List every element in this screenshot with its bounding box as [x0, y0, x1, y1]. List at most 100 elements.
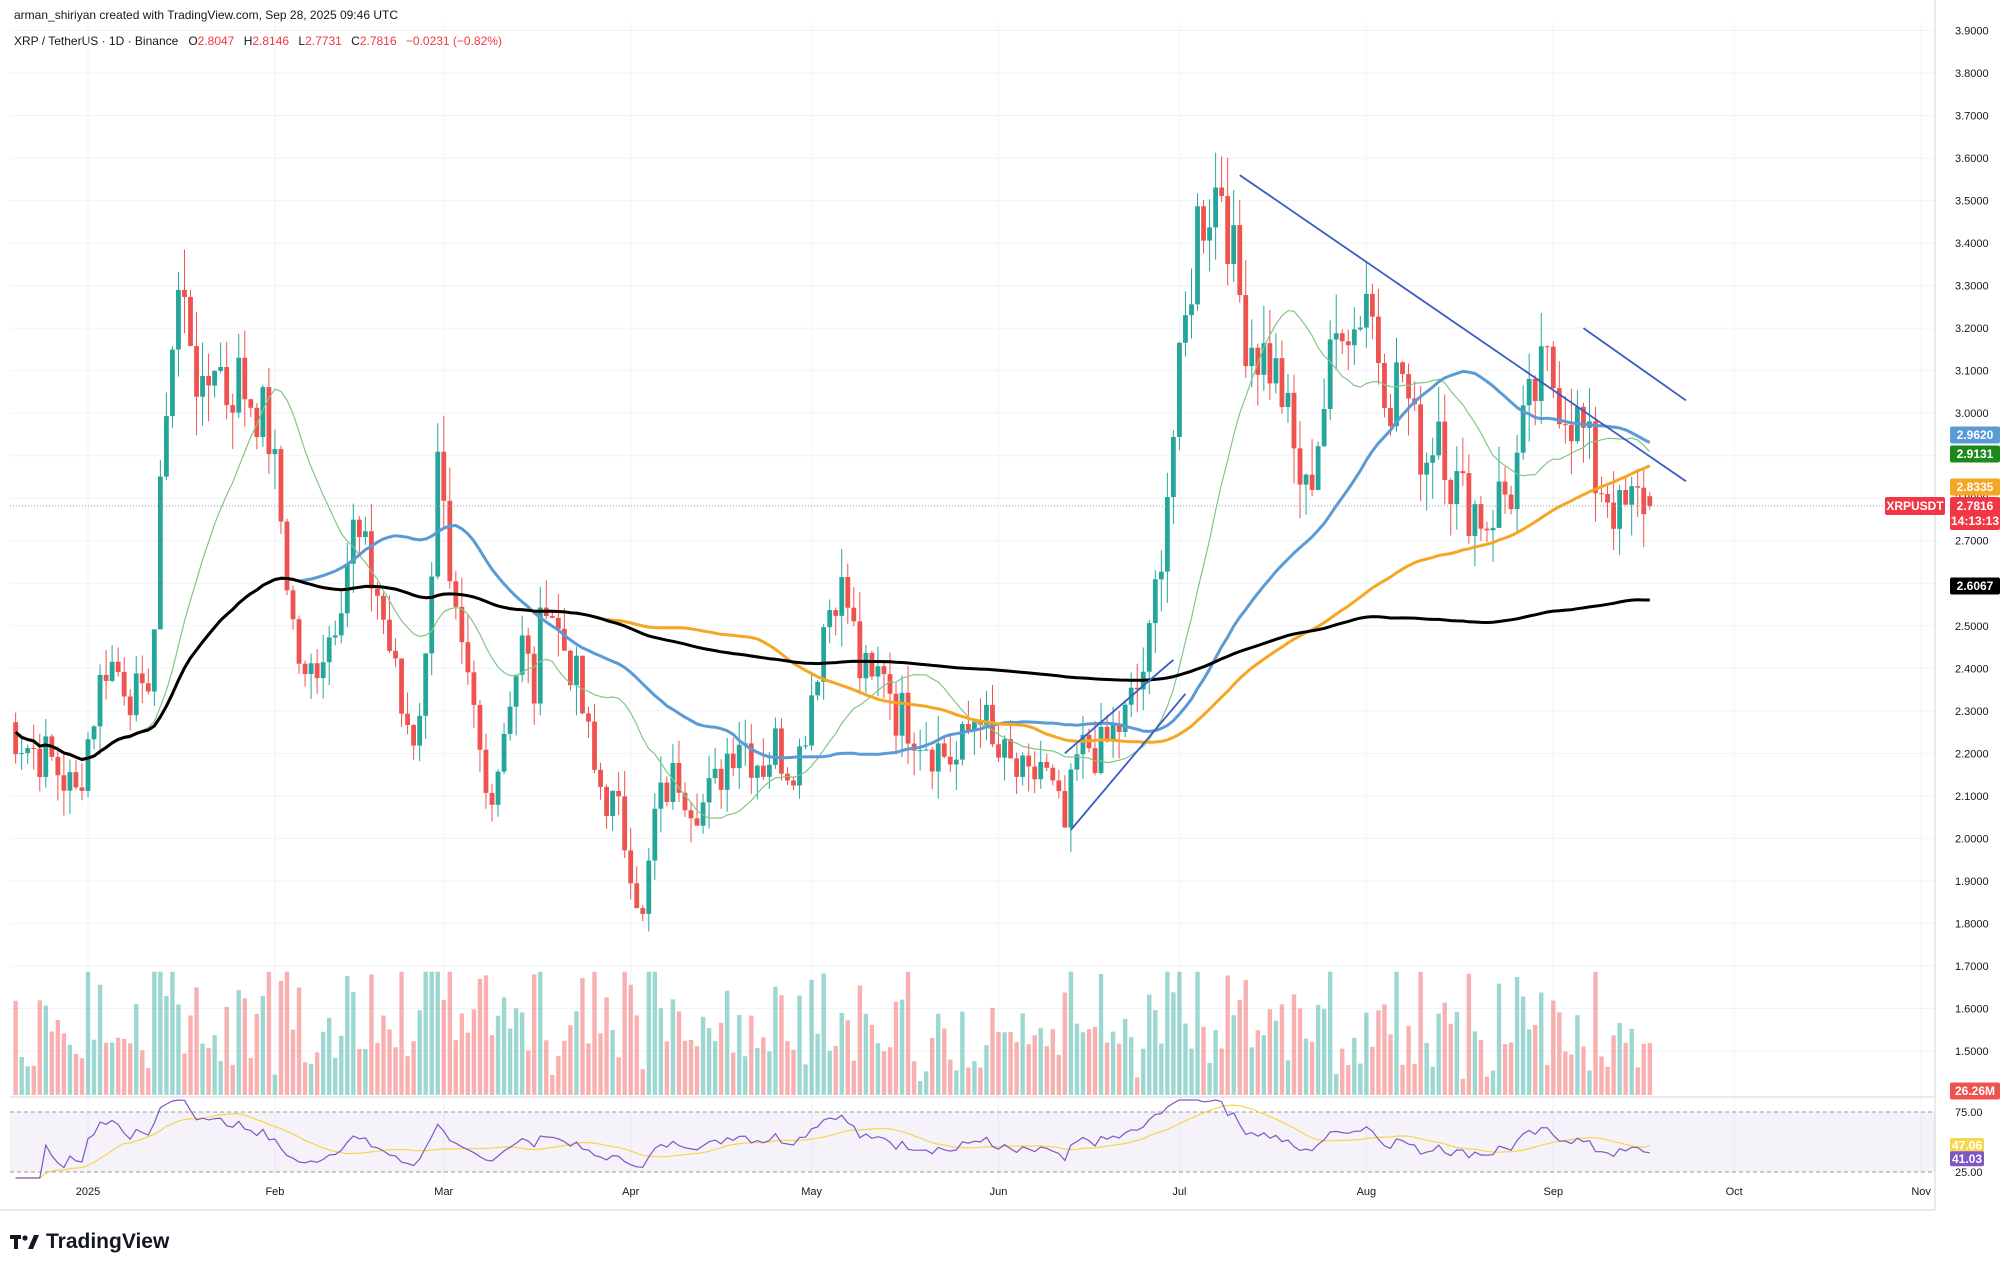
symbol-name[interactable]: XRP / TetherUS · 1D · Binance — [14, 34, 179, 48]
candle-body — [13, 722, 19, 755]
candle-body — [1556, 388, 1562, 425]
volume-bar — [429, 971, 434, 1095]
volume-bar — [387, 1029, 392, 1095]
volume-bar — [574, 1011, 579, 1095]
candle-body — [1207, 227, 1212, 241]
volume-bar — [1358, 1063, 1363, 1095]
volume-bar — [1545, 1065, 1550, 1095]
time-tick-label: Mar — [434, 1186, 453, 1198]
volume-bar — [1177, 971, 1182, 1095]
volume-bar — [170, 971, 175, 1095]
volume-bar — [278, 980, 284, 1095]
candle-body — [1647, 496, 1653, 507]
volume-bar — [1291, 994, 1297, 1095]
volume-bar — [194, 987, 199, 1095]
time-tick-label: Jul — [1172, 1186, 1186, 1198]
volume-bar — [1514, 976, 1520, 1095]
volume-bar — [893, 1001, 899, 1095]
volume-bar — [308, 1063, 314, 1095]
candle-body — [1152, 579, 1158, 624]
candle-body — [1496, 481, 1502, 528]
candle-body — [115, 661, 121, 672]
candle-body — [1436, 421, 1442, 456]
volume-bar — [1370, 1046, 1375, 1095]
volume-bar — [182, 1053, 187, 1095]
candle-body — [851, 607, 857, 622]
volume-bar — [1008, 1032, 1013, 1095]
candle-body — [1158, 571, 1164, 580]
volume-bar — [550, 1074, 555, 1095]
candle-body — [254, 407, 260, 438]
candle-body — [145, 683, 151, 692]
candle-body — [97, 674, 103, 727]
candle-body — [1062, 791, 1068, 828]
volume-bar — [471, 1009, 477, 1095]
candle-body — [1388, 408, 1393, 427]
candle-body — [730, 753, 736, 769]
volume-bar — [152, 971, 157, 1095]
candle-body — [1605, 493, 1610, 503]
candle-body — [212, 370, 218, 386]
volume-bar — [658, 1008, 664, 1095]
tradingview-brand[interactable]: TradingView — [10, 1230, 169, 1254]
volume-bar — [121, 1038, 127, 1095]
volume-bar — [1569, 1054, 1574, 1095]
candle-body — [429, 576, 435, 654]
countdown-label: 14:13:13 — [1951, 514, 1999, 528]
candle-body — [1291, 392, 1297, 449]
volume-bar — [731, 1052, 736, 1095]
candle-body — [19, 753, 25, 755]
volume-bar — [773, 986, 778, 1095]
candle-body — [1424, 462, 1430, 475]
candle-body — [326, 637, 332, 663]
candle-body — [1599, 493, 1604, 495]
volume-bar — [761, 1037, 766, 1095]
candle-body — [1508, 494, 1514, 510]
candle-body — [290, 590, 296, 620]
candle-body — [79, 787, 85, 791]
candle-body — [260, 387, 266, 438]
volume-bar — [79, 1058, 85, 1095]
candle-body — [598, 769, 603, 787]
time-tick-label: 2025 — [76, 1186, 100, 1198]
rsi-value-badge: 41.03 — [1952, 1152, 1982, 1166]
ascending-channel-upper — [1064, 659, 1174, 755]
candle-body — [61, 775, 67, 791]
volume-bar — [248, 1058, 254, 1095]
volume-bar — [863, 1013, 869, 1095]
volume-bar — [357, 1048, 362, 1095]
candle-body — [230, 405, 236, 413]
candle-body — [242, 357, 248, 400]
candle-body — [616, 790, 622, 797]
volume-bar — [640, 1069, 645, 1095]
volume-bar — [869, 1024, 875, 1095]
volume-bar — [134, 1003, 139, 1095]
volume-bar — [1159, 1043, 1164, 1095]
volume-bar — [845, 1020, 850, 1095]
candle-body — [1617, 489, 1623, 529]
volume-bar — [767, 1051, 772, 1095]
candle-body — [586, 713, 591, 722]
candle-body — [248, 399, 254, 408]
volume-bar — [875, 1043, 881, 1095]
candle-body — [73, 772, 79, 788]
candle-body — [91, 726, 97, 740]
volume-bar — [628, 984, 633, 1095]
candle-body — [1454, 471, 1460, 505]
time-axis[interactable]: 2025 Feb Mar Apr May Jun Jul Aug Sep Oct Nov — [0, 1186, 1935, 1211]
candle-body — [815, 681, 821, 696]
volume-bar — [646, 971, 651, 1095]
volume-bar — [218, 1060, 223, 1095]
volume-bar — [1243, 979, 1248, 1095]
price-chart[interactable]: 3.9000 3.8000 3.7000 3.6000 3.5000 3.4000 3.30… — [0, 0, 2014, 1220]
price-axis[interactable]: 3.9000 3.8000 3.7000 3.6000 3.5000 3.4000 3.30… — [1955, 26, 1989, 1179]
candle-body — [640, 908, 646, 914]
candle-body — [978, 721, 983, 725]
volume-bar — [917, 1081, 923, 1095]
candle-body — [1623, 489, 1629, 505]
candle-body — [308, 663, 314, 675]
volume-bar — [1623, 1042, 1628, 1095]
volume-bar — [423, 971, 428, 1095]
volume-bar — [1635, 1067, 1640, 1095]
tradingview-logo-icon — [10, 1235, 39, 1249]
